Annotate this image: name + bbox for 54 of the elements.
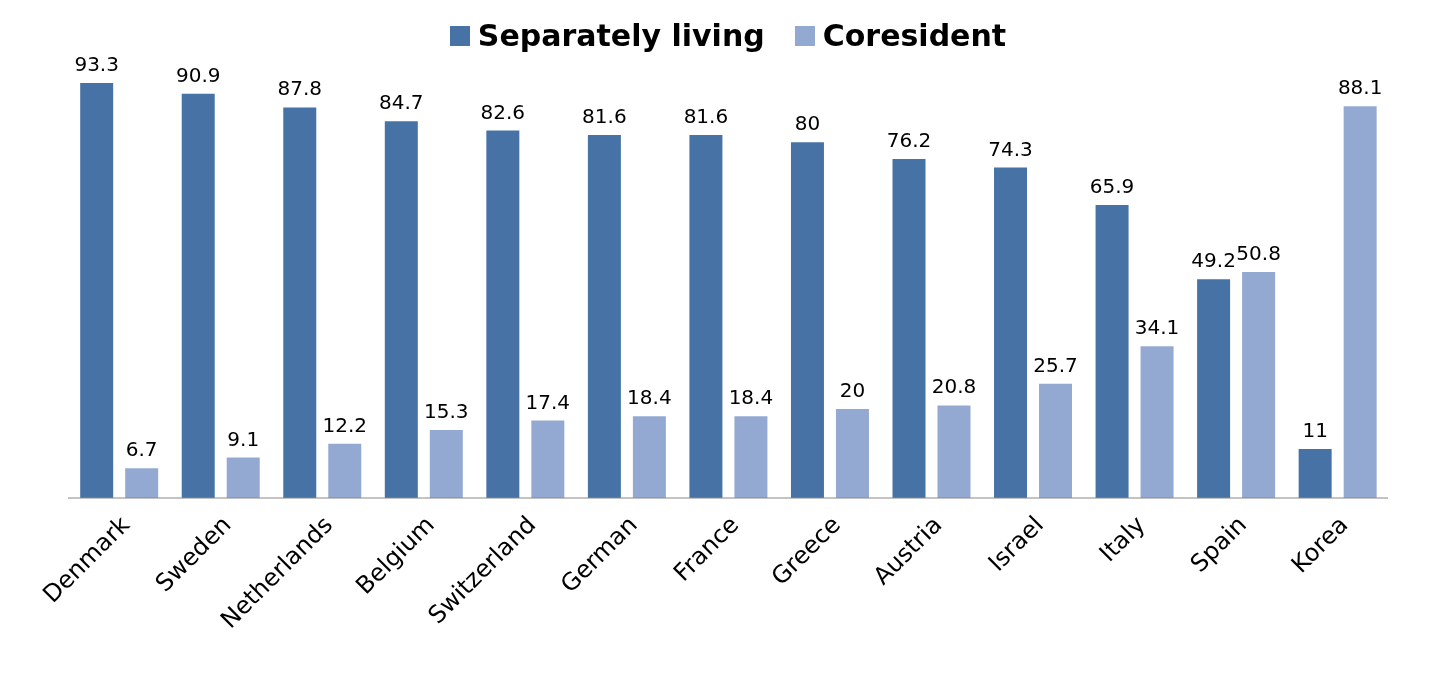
- bar: [1343, 106, 1377, 498]
- bar: [1140, 346, 1174, 498]
- bar: [1197, 279, 1231, 498]
- data-label: 15.3: [424, 398, 469, 423]
- data-label: 11: [1302, 418, 1328, 443]
- bar: [734, 416, 768, 498]
- bar: [531, 420, 565, 498]
- bar: [835, 409, 869, 498]
- data-label: 50.8: [1236, 241, 1281, 266]
- bar: [790, 142, 824, 498]
- bar: [1095, 204, 1129, 498]
- bar: [689, 135, 723, 498]
- data-label: 18.4: [627, 385, 672, 410]
- bar: [384, 121, 418, 498]
- data-label: 6.7: [125, 437, 158, 462]
- data-label: 81.6: [683, 104, 729, 129]
- data-label: 12.2: [322, 412, 368, 437]
- data-label: 84.7: [379, 90, 424, 115]
- bar: [937, 405, 971, 498]
- bar: [429, 429, 463, 498]
- data-label: 87.8: [277, 76, 323, 101]
- bar: [1242, 272, 1276, 498]
- data-label: 82.6: [480, 99, 526, 124]
- data-label: 34.1: [1134, 315, 1180, 340]
- bar: [892, 159, 926, 498]
- data-label: 81.6: [582, 104, 627, 129]
- bar: [181, 93, 215, 498]
- data-label: 18.4: [728, 385, 774, 410]
- data-label: 9.1: [227, 426, 260, 451]
- data-label: 17.4: [525, 389, 571, 414]
- bar: [1298, 449, 1332, 498]
- data-label: 76.2: [886, 128, 932, 153]
- bar: [994, 167, 1028, 498]
- data-label: 80: [794, 111, 821, 136]
- legend-label: Coresident: [821, 18, 1007, 53]
- bar: [283, 107, 317, 498]
- data-label: 88.1: [1337, 75, 1383, 100]
- data-label: 65.9: [1089, 173, 1135, 198]
- bar: [486, 130, 520, 498]
- bar: [80, 83, 114, 498]
- data-label: 93.3: [74, 52, 119, 76]
- bar: [587, 135, 621, 498]
- bar: [328, 443, 362, 498]
- data-label: 49.2: [1191, 248, 1236, 273]
- bar: [125, 468, 159, 498]
- bar: [632, 416, 666, 498]
- data-label: 20: [839, 378, 866, 403]
- bar: [226, 457, 260, 498]
- legend-label: Separately living: [476, 18, 765, 53]
- bar: [1039, 383, 1073, 498]
- data-label: 90.9: [175, 62, 221, 87]
- data-label: 20.8: [931, 374, 977, 399]
- data-label: 25.7: [1033, 352, 1078, 377]
- data-label: 74.3: [988, 136, 1033, 161]
